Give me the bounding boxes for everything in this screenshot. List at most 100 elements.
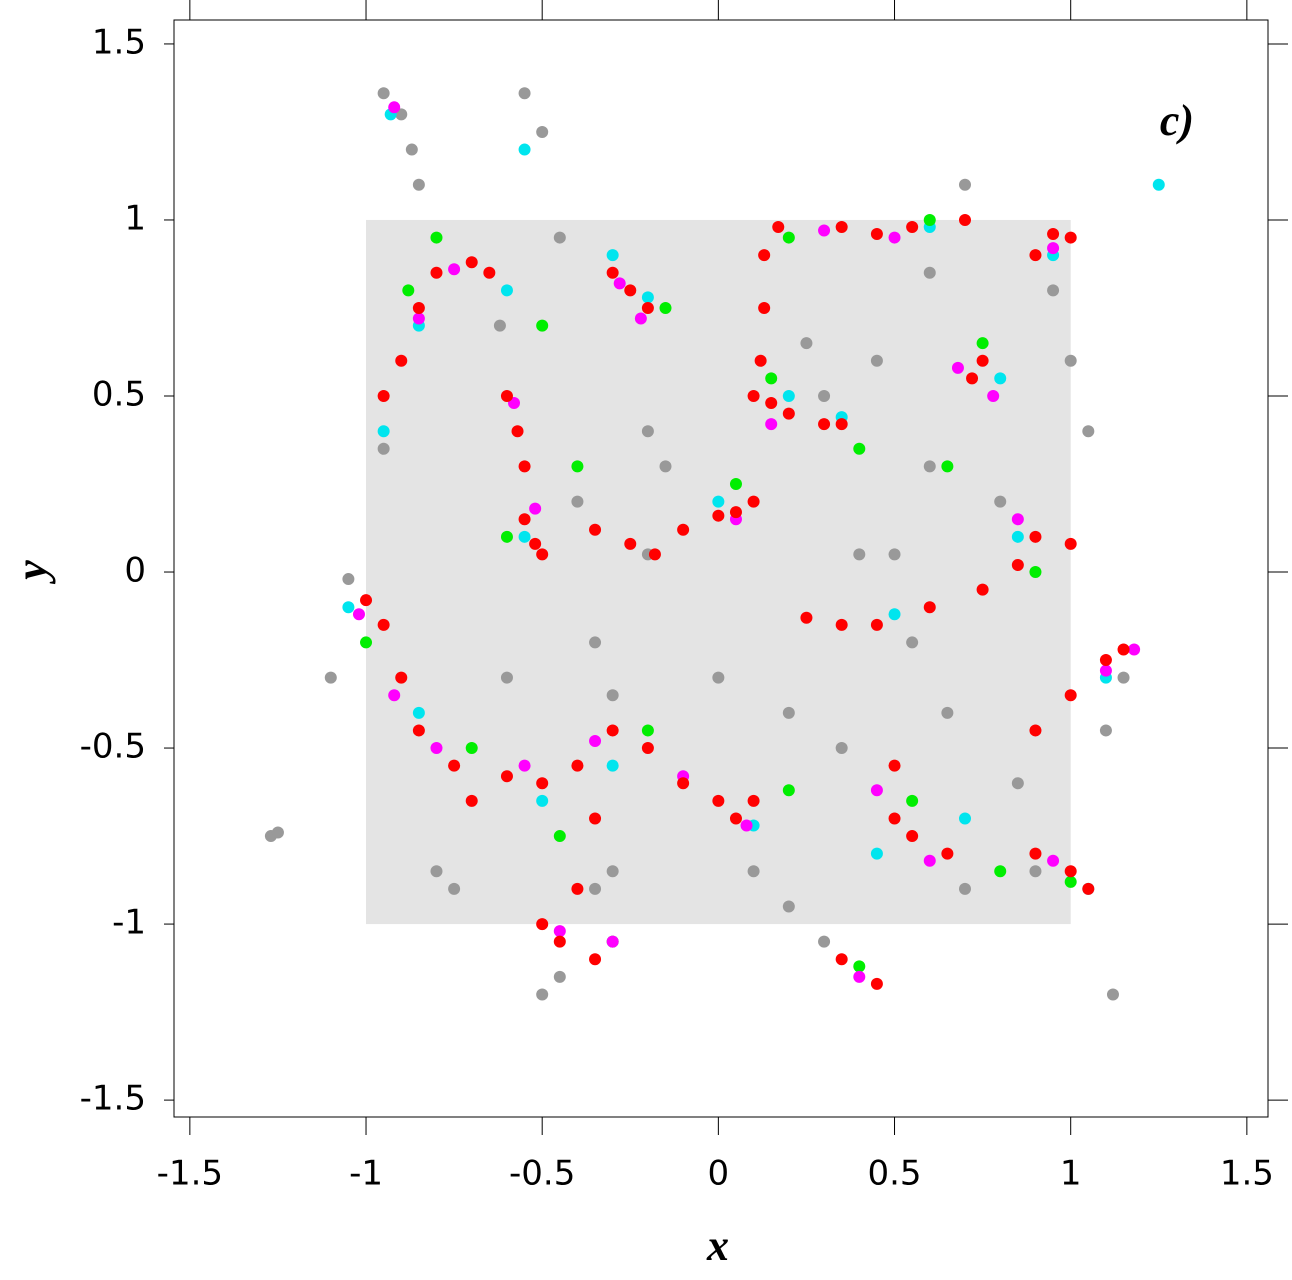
point xyxy=(1082,425,1095,438)
point xyxy=(641,742,654,755)
point xyxy=(553,830,566,843)
point xyxy=(906,830,919,843)
x-tick-label: -1.5 xyxy=(157,1154,223,1194)
point xyxy=(648,548,661,561)
point xyxy=(500,770,513,783)
point xyxy=(606,865,619,878)
point xyxy=(589,523,602,536)
point xyxy=(606,935,619,948)
point xyxy=(500,671,513,684)
point xyxy=(536,777,549,790)
point xyxy=(659,460,672,473)
point xyxy=(377,389,390,402)
point xyxy=(412,706,425,719)
point xyxy=(518,87,531,100)
y-tick-label: -0.5 xyxy=(80,727,146,767)
point xyxy=(941,460,954,473)
point xyxy=(853,442,866,455)
point xyxy=(765,397,778,410)
point xyxy=(747,865,760,878)
point xyxy=(448,759,461,772)
point xyxy=(1128,643,1141,656)
y-tick-label: 1 xyxy=(124,198,146,238)
point xyxy=(906,794,919,807)
point xyxy=(1047,854,1060,867)
point xyxy=(853,548,866,561)
point xyxy=(941,847,954,860)
point xyxy=(747,495,760,508)
point xyxy=(818,418,831,431)
point xyxy=(553,970,566,983)
point xyxy=(740,819,753,832)
point xyxy=(758,249,771,262)
point xyxy=(589,735,602,748)
point xyxy=(870,228,883,241)
point xyxy=(518,513,531,526)
x-tick-label: 0 xyxy=(708,1154,730,1194)
x-tick-label: 1.5 xyxy=(1220,1154,1274,1194)
point xyxy=(1117,643,1130,656)
point xyxy=(966,372,979,385)
point xyxy=(1029,865,1042,878)
point xyxy=(483,266,496,279)
point xyxy=(782,784,795,797)
point xyxy=(754,354,767,367)
point xyxy=(923,460,936,473)
point xyxy=(758,301,771,314)
point xyxy=(388,689,401,702)
y-tick-label: 1.5 xyxy=(92,22,146,62)
point xyxy=(782,900,795,913)
point xyxy=(536,125,549,138)
point xyxy=(888,759,901,772)
point xyxy=(712,794,725,807)
point xyxy=(589,636,602,649)
point xyxy=(951,361,964,374)
point xyxy=(342,573,355,586)
point xyxy=(553,231,566,244)
point xyxy=(782,407,795,420)
y-tick-label: -1 xyxy=(112,903,146,943)
point xyxy=(536,319,549,332)
point xyxy=(402,284,415,297)
point xyxy=(377,425,390,438)
point xyxy=(853,970,866,983)
point xyxy=(500,530,513,543)
point xyxy=(377,442,390,455)
point xyxy=(1047,242,1060,255)
x-tick-label: 1 xyxy=(1060,1154,1082,1194)
point xyxy=(395,671,408,684)
point xyxy=(388,101,401,114)
point xyxy=(1099,654,1112,667)
point xyxy=(800,337,813,350)
point xyxy=(923,854,936,867)
y-axis-label: y xyxy=(7,560,56,585)
point xyxy=(1064,537,1077,550)
point xyxy=(923,601,936,614)
point xyxy=(448,263,461,276)
point xyxy=(342,601,355,614)
point xyxy=(800,611,813,624)
point xyxy=(536,794,549,807)
point xyxy=(405,143,418,156)
point xyxy=(352,608,365,621)
point xyxy=(606,689,619,702)
point xyxy=(923,213,936,226)
x-tick-label: -1 xyxy=(349,1154,383,1194)
point xyxy=(377,87,390,100)
point xyxy=(870,847,883,860)
point xyxy=(571,759,584,772)
point xyxy=(870,354,883,367)
point xyxy=(677,777,690,790)
point xyxy=(1011,558,1024,571)
point xyxy=(888,548,901,561)
point xyxy=(1117,671,1130,684)
point xyxy=(729,506,742,519)
point xyxy=(395,354,408,367)
point xyxy=(589,812,602,825)
point xyxy=(553,925,566,938)
point xyxy=(782,231,795,244)
point xyxy=(941,706,954,719)
x-tick-label: -0.5 xyxy=(509,1154,575,1194)
point xyxy=(835,742,848,755)
point xyxy=(1011,513,1024,526)
